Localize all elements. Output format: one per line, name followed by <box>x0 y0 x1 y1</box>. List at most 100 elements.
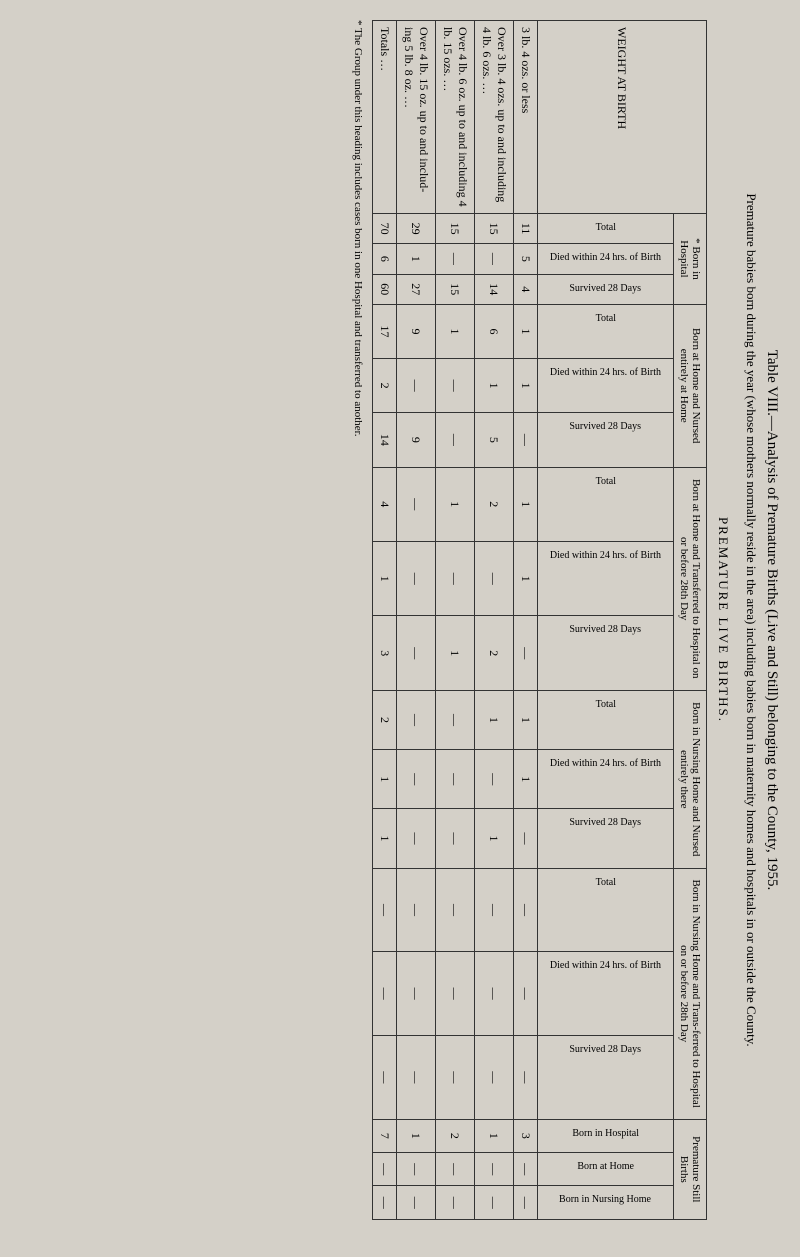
cell: 7 <box>372 1119 396 1152</box>
cell: 1 <box>435 616 474 690</box>
sub-total: Total <box>537 214 673 244</box>
cell: — <box>474 541 513 615</box>
cell: — <box>396 1035 435 1119</box>
cell: 1 <box>396 1119 435 1152</box>
cell: — <box>513 1035 537 1119</box>
cell: — <box>396 952 435 1036</box>
cell: — <box>435 244 474 274</box>
cell: — <box>396 868 435 952</box>
group-home-transferred: Born at Home and Transferred to Hospital… <box>674 467 707 690</box>
cell: 6 <box>474 304 513 358</box>
cell: — <box>372 1186 396 1220</box>
sub-survived28: Survived 28 Days <box>537 616 673 690</box>
cell: — <box>513 1186 537 1220</box>
cell: — <box>372 868 396 952</box>
cell: 15 <box>474 214 513 244</box>
table-row: Over 4 lb. 15 oz. up to and includ-ing 5… <box>396 21 435 1220</box>
cell: — <box>513 413 537 467</box>
cell: 60 <box>372 274 396 304</box>
cell: 4 <box>372 467 396 541</box>
cell: 14 <box>372 413 396 467</box>
sub-died24: Died within 24 hrs. of Birth <box>537 750 673 809</box>
group-hospital: * Born in Hospital <box>674 214 707 305</box>
cell: — <box>513 868 537 952</box>
cell: — <box>435 413 474 467</box>
cell: 5 <box>513 244 537 274</box>
cell: 1 <box>513 304 537 358</box>
cell: — <box>474 244 513 274</box>
cell: 1 <box>513 359 537 413</box>
cell: — <box>435 690 474 749</box>
cell: — <box>435 1035 474 1119</box>
row-label: Over 4 lb. 6 oz. up to and including 4 l… <box>435 21 474 214</box>
cell: — <box>396 467 435 541</box>
cell: — <box>435 541 474 615</box>
cell: 3 <box>513 1119 537 1152</box>
cell: 2 <box>474 616 513 690</box>
cell: — <box>474 952 513 1036</box>
cell: 1 <box>435 304 474 358</box>
group-nursing-nursed: Born in Nursing Home and Nursed entirely… <box>674 690 707 868</box>
cell: — <box>396 750 435 809</box>
cell: — <box>474 868 513 952</box>
cell: 1 <box>372 750 396 809</box>
sub-born-hospital: Born in Hospital <box>537 1119 673 1152</box>
cell: 1 <box>513 750 537 809</box>
sub-survived28: Survived 28 Days <box>537 1035 673 1119</box>
cell: — <box>435 952 474 1036</box>
cell: 1 <box>513 690 537 749</box>
cell: — <box>435 809 474 868</box>
table-row: 3 lb. 4 ozs. or less115411—11—11————3—— <box>513 21 537 1220</box>
cell: 70 <box>372 214 396 244</box>
row-label: Over 3 lb. 4 ozs. up to and including 4 … <box>474 21 513 214</box>
cell: 1 <box>474 690 513 749</box>
row-label: 3 lb. 4 ozs. or less <box>513 21 537 214</box>
sub-born-home: Born at Home <box>537 1153 673 1186</box>
cell: — <box>396 1153 435 1186</box>
section-heading: PREMATURE LIVE BIRTHS. <box>715 20 731 1220</box>
data-table: WEIGHT AT BIRTH * Born in Hospital Born … <box>372 20 707 1220</box>
sub-survived28: Survived 28 Days <box>537 809 673 868</box>
cell: — <box>396 809 435 868</box>
cell: — <box>396 1186 435 1220</box>
cell: 15 <box>435 214 474 244</box>
sub-died24: Died within 24 hrs. of Birth <box>537 541 673 615</box>
cell: — <box>435 868 474 952</box>
cell: — <box>435 750 474 809</box>
sub-died24: Died within 24 hrs. of Birth <box>537 244 673 274</box>
cell: 1 <box>513 541 537 615</box>
group-nursing-transferred: Born in Nursing Home and Trans-ferred to… <box>674 868 707 1119</box>
cell: — <box>474 1153 513 1186</box>
col-weight: WEIGHT AT BIRTH <box>537 21 706 214</box>
cell: 2 <box>474 467 513 541</box>
cell: 4 <box>513 274 537 304</box>
cell: — <box>513 616 537 690</box>
cell: 1 <box>372 541 396 615</box>
cell: — <box>372 952 396 1036</box>
cell: 1 <box>474 809 513 868</box>
cell: 27 <box>396 274 435 304</box>
cell: 3 <box>372 616 396 690</box>
row-label: Over 4 lb. 15 oz. up to and includ-ing 5… <box>396 21 435 214</box>
cell: 6 <box>372 244 396 274</box>
cell: — <box>396 616 435 690</box>
cell: 2 <box>372 359 396 413</box>
cell: — <box>435 1153 474 1186</box>
sub-survived28: Survived 28 Days <box>537 274 673 304</box>
cell: 9 <box>396 413 435 467</box>
cell: 5 <box>474 413 513 467</box>
cell: 1 <box>435 467 474 541</box>
sub-born-nursing: Born in Nursing Home <box>537 1186 673 1220</box>
cell: 2 <box>435 1119 474 1152</box>
cell: — <box>396 541 435 615</box>
sub-died24: Died within 24 hrs. of Birth <box>537 359 673 413</box>
cell: — <box>372 1035 396 1119</box>
group-home-nursed: Born at Home and Nursed entirely at Home <box>674 304 707 467</box>
footnote: * The Group under this heading includes … <box>352 20 364 1220</box>
cell: 2 <box>372 690 396 749</box>
cell: — <box>474 750 513 809</box>
cell: 1 <box>474 359 513 413</box>
cell: — <box>372 1153 396 1186</box>
cell: 1 <box>372 809 396 868</box>
sub-total: Total <box>537 868 673 952</box>
